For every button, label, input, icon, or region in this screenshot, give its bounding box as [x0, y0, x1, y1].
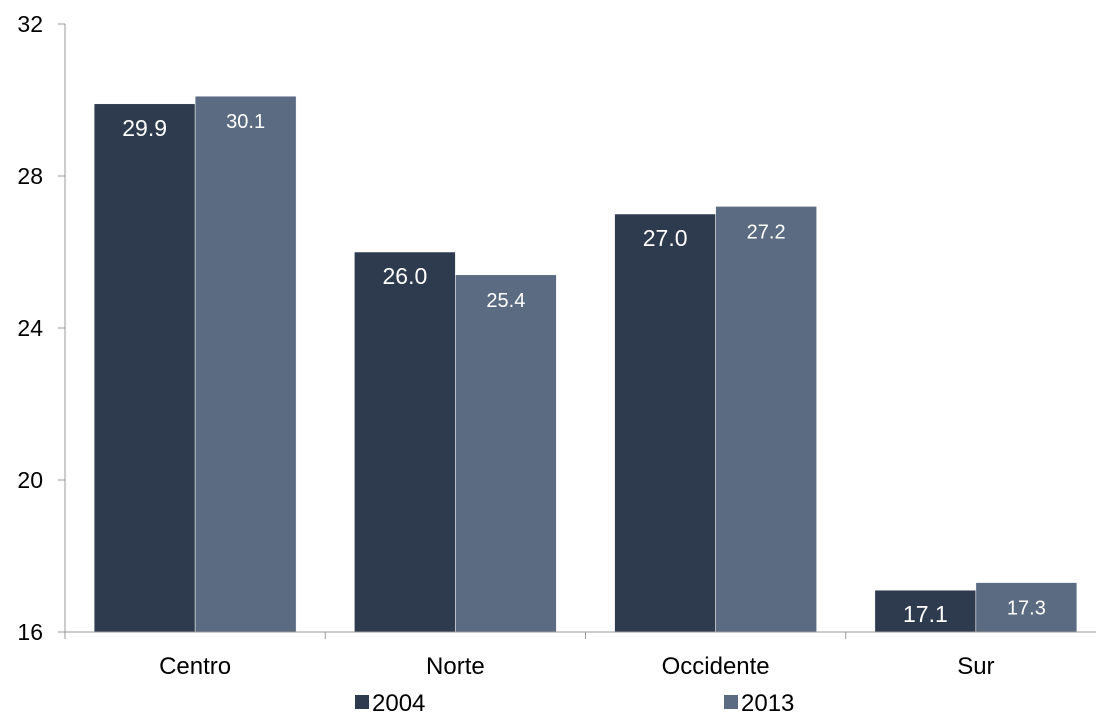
bar-2004-norte	[354, 251, 456, 633]
bar-2013-sur	[975, 582, 1078, 633]
legend-label-2013: 2013	[741, 690, 794, 714]
legend-swatch-2004	[355, 695, 369, 709]
bar-2013-occidente	[715, 206, 817, 633]
x-tick-label: Norte	[426, 653, 485, 680]
data-label-2013-norte: 25.4	[486, 290, 525, 312]
data-label-2013-centro: 30.1	[226, 111, 265, 133]
y-tick-label: 24	[17, 315, 43, 341]
bar-2004-occidente	[614, 213, 716, 633]
data-label-2004-occidente: 27.0	[643, 225, 688, 251]
x-tick-label: Centro	[159, 653, 231, 680]
x-tick-label: Sur	[957, 653, 994, 680]
bar-2004-centro	[93, 103, 196, 633]
bar-2013-norte	[455, 274, 557, 633]
data-label-2004-centro: 29.9	[122, 115, 167, 141]
labels-layer: 29.9 30.1 26.0 25.4 27.0 27.2 17.1 17.3	[122, 111, 1046, 627]
x-tick-label: Occidente	[662, 653, 770, 680]
axes-layer: 16 20 24 28 32 Centro Norte Occidente Sur	[17, 11, 1096, 680]
y-tick-label: 28	[17, 163, 43, 189]
bars-layer	[93, 95, 1078, 633]
legend-label-2004: 2004	[372, 690, 425, 714]
data-label-2013-occidente: 27.2	[747, 221, 786, 243]
data-label-2004-norte: 26.0	[382, 263, 427, 289]
bar-2004-sur	[874, 589, 977, 633]
y-tick-label: 20	[17, 467, 43, 493]
y-tick-label: 32	[17, 11, 43, 37]
y-tick-label: 16	[17, 619, 43, 645]
legend: 2004 2013	[355, 690, 794, 717]
bar-2013-centro	[194, 95, 297, 633]
legend-swatch-2013	[724, 695, 738, 709]
data-label-2004-sur: 17.1	[903, 601, 948, 627]
data-label-2013-sur: 17.3	[1007, 598, 1046, 620]
